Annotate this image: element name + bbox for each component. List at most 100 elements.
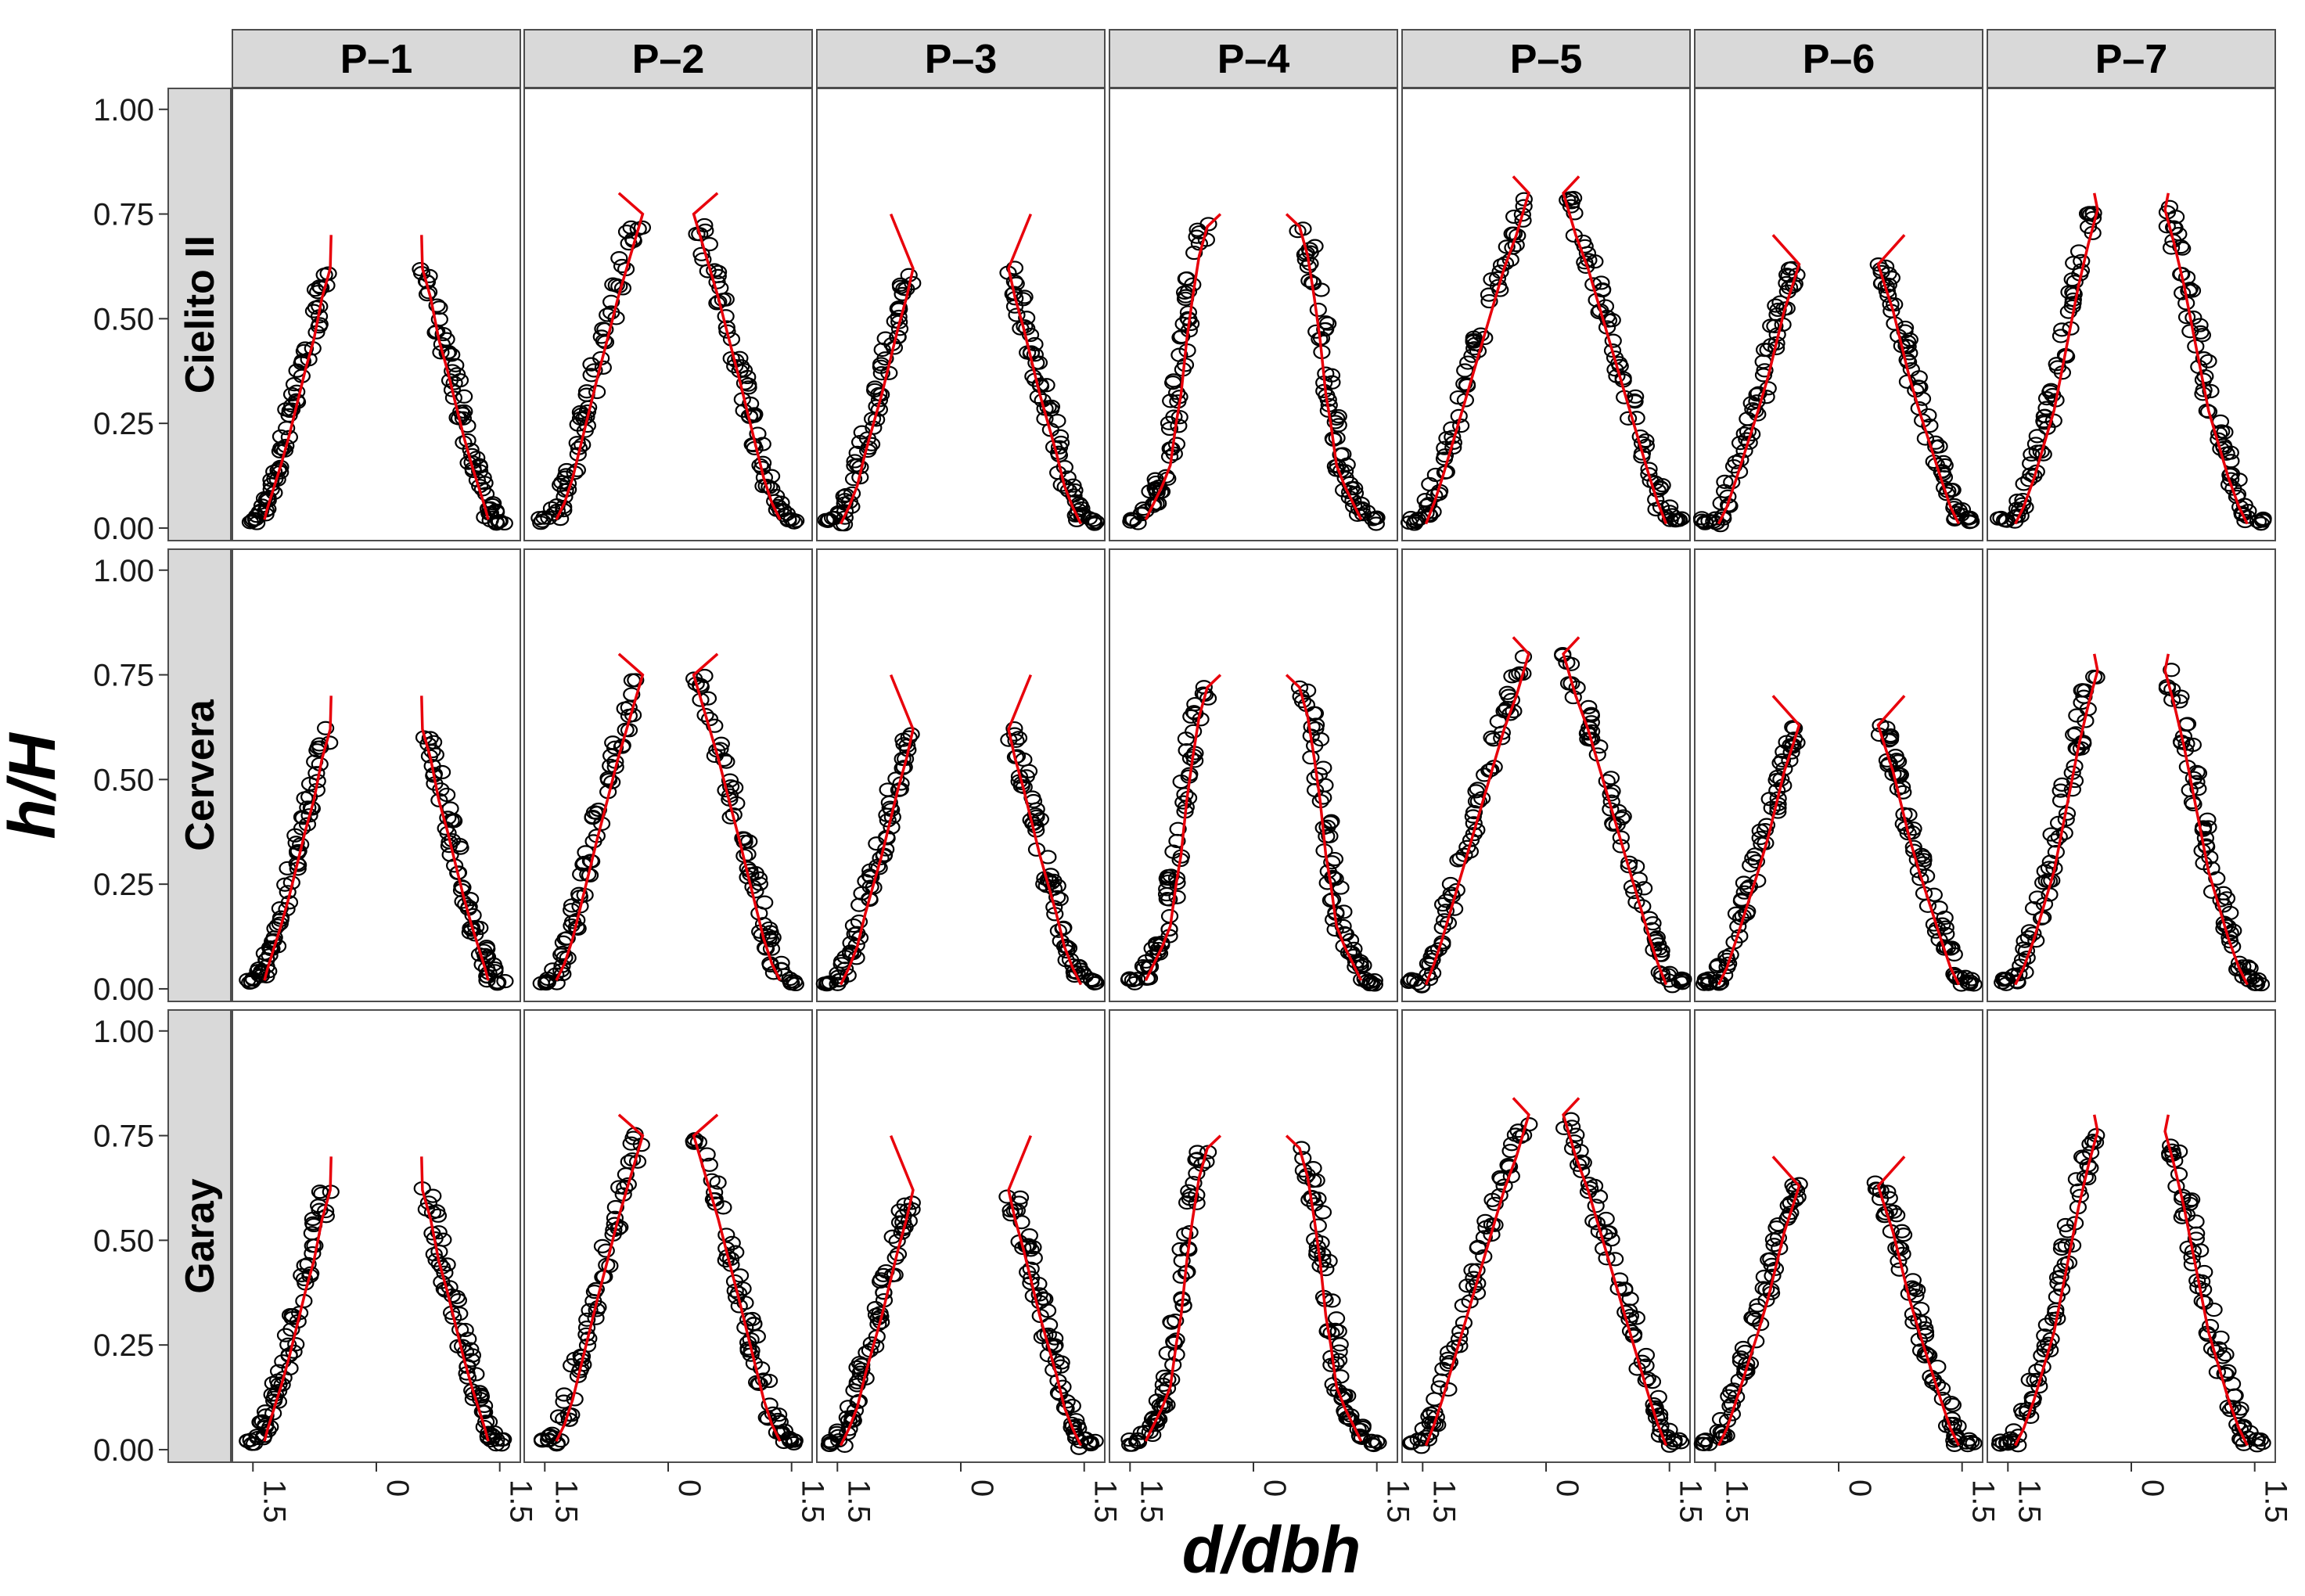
data-point (1309, 302, 1327, 318)
data-point (1638, 1371, 1656, 1386)
data-point (1007, 276, 1025, 291)
data-point (717, 1228, 735, 1242)
data-point (2051, 783, 2069, 798)
x-tick-label: 0 (2135, 1479, 2170, 1497)
data-point (2081, 1137, 2099, 1152)
data-point (1997, 972, 2015, 987)
x-tick-label: 1.5 (1719, 1479, 1753, 1523)
data-point (1958, 510, 1977, 525)
panel-border (523, 1009, 813, 1463)
data-point (627, 673, 645, 688)
data-point (1962, 514, 1980, 529)
data-point (1503, 226, 1521, 241)
data-point (1008, 307, 1026, 322)
y-tick-label: 0.25 (93, 868, 154, 902)
data-point (1436, 448, 1455, 463)
y-tick-label: 0.50 (93, 763, 154, 797)
data-point (696, 707, 714, 723)
data-point (488, 975, 506, 990)
panel-border (1987, 1009, 2276, 1463)
fit-line (555, 192, 645, 520)
data-point (1190, 236, 1208, 251)
data-point (2023, 447, 2041, 462)
data-point (1582, 715, 1600, 730)
data-point (1134, 958, 1152, 974)
data-point (602, 294, 620, 309)
data-point (1120, 972, 1138, 987)
y-tick-label: 1.00 (93, 1015, 154, 1049)
data-point (1002, 1207, 1020, 1222)
data-point (1365, 1437, 1383, 1453)
data-point (1742, 857, 1760, 873)
panel (523, 88, 813, 541)
data-point (268, 918, 286, 933)
data-point (2201, 1318, 2220, 1334)
data-point (2041, 854, 2059, 869)
data-point (691, 227, 709, 242)
data-point (1018, 1238, 1037, 1253)
data-point (1351, 959, 1369, 974)
data-point (545, 1430, 563, 1445)
data-point (251, 1414, 269, 1429)
data-point (1909, 379, 1927, 394)
fit-line (1717, 695, 1801, 986)
data-point (1332, 447, 1350, 462)
x-tick-label: 1.5 (504, 1479, 538, 1523)
data-point (1123, 1437, 1142, 1452)
data-point (1757, 390, 1775, 404)
data-point (1167, 437, 1186, 451)
data-point (2049, 1276, 2067, 1291)
data-point (261, 940, 279, 955)
data-point (1084, 515, 1102, 530)
data-point (1363, 976, 1381, 991)
data-point (570, 890, 589, 904)
data-point (853, 1357, 871, 1372)
data-point (475, 1419, 493, 1435)
data-point (2036, 1339, 2054, 1353)
data-point (1562, 656, 1580, 671)
data-point (1938, 940, 1957, 955)
data-point (691, 678, 710, 692)
fit-line (1144, 213, 1222, 520)
data-point (1157, 469, 1175, 483)
data-point (1637, 1347, 1656, 1363)
fit-line (1876, 1156, 1961, 1447)
x-tick-label: 0 (380, 1479, 415, 1497)
data-point (1735, 875, 1753, 890)
data-point (1695, 976, 1713, 991)
data-point (1185, 1176, 1203, 1191)
data-point (2056, 1217, 2074, 1233)
fit-line (1424, 175, 1530, 525)
panel-border (1109, 548, 1398, 1002)
data-point (464, 908, 482, 922)
data-point (462, 892, 480, 907)
data-point (1647, 501, 1665, 517)
data-point (1176, 787, 1194, 802)
y-tick-label: 0.50 (93, 1224, 154, 1258)
data-point (1641, 911, 1659, 926)
data-point (706, 718, 724, 733)
data-point (1621, 1308, 1640, 1324)
data-point (694, 252, 712, 267)
data-point (298, 817, 317, 832)
data-point (603, 775, 621, 789)
data-point (1596, 299, 1615, 314)
data-point (818, 977, 836, 992)
data-point (1433, 897, 1452, 912)
data-point (2201, 850, 2219, 864)
data-point (1048, 413, 1066, 429)
x-tick-label: 0 (672, 1479, 707, 1497)
data-point (594, 360, 612, 375)
data-point (1740, 879, 1759, 894)
panel (1987, 88, 2276, 541)
data-point (1894, 785, 1912, 800)
data-point (1960, 1432, 1978, 1447)
fit-line (1144, 674, 1222, 981)
data-point (1290, 680, 1309, 695)
x-tick-label: 0 (1843, 1479, 1877, 1497)
data-point (1785, 721, 1803, 735)
data-point (862, 869, 880, 885)
data-point (1302, 750, 1320, 765)
fit-line (1717, 1156, 1801, 1447)
y-axis-label: h/H (0, 732, 69, 839)
